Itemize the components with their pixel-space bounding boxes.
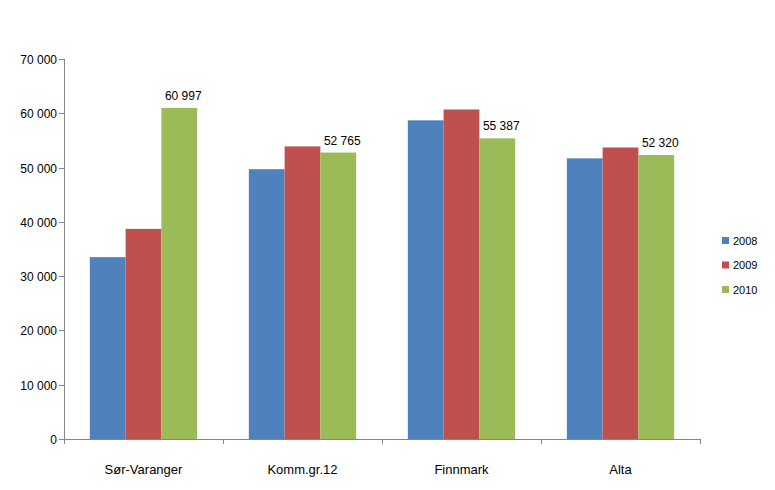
y-tick: [59, 59, 64, 60]
x-tick: [64, 439, 65, 444]
y-tick-label: 40 000: [20, 216, 57, 230]
y-tick-label: 50 000: [20, 162, 57, 176]
legend-swatch: [722, 262, 729, 269]
legend-label: 2008: [733, 235, 757, 247]
x-tick-label: Sør-Varanger: [105, 462, 183, 477]
chart: 0 10 000 20 000 30 000 40 000 50 000 60 000 70 …: [0, 0, 775, 490]
bar: [126, 229, 162, 439]
y-tick: [59, 168, 64, 169]
x-tick-label: Finnmark: [434, 462, 489, 477]
x-tick: [223, 439, 224, 444]
y-tick: [59, 385, 64, 386]
y-tick: [59, 330, 64, 331]
y-tick: [59, 439, 64, 440]
bar: [603, 147, 639, 439]
bar: [444, 109, 480, 439]
y-tick-label: 20 000: [20, 324, 57, 338]
y-tick-label: 70 000: [20, 53, 57, 67]
y-tick-label: 10 000: [20, 379, 57, 393]
x-tick: [382, 439, 383, 444]
legend: 2008 2009 2010: [722, 235, 757, 296]
bar: [479, 138, 515, 439]
data-label: 55 387: [483, 119, 520, 133]
y-tick-label: 30 000: [20, 270, 57, 284]
bar: [161, 108, 197, 439]
legend-swatch: [722, 286, 729, 293]
y-tick-label: 60 000: [20, 107, 57, 121]
data-labels: 60 997 52 765 55 387 52 320: [165, 89, 679, 150]
data-label: 60 997: [165, 89, 202, 103]
bar: [320, 153, 356, 439]
bar: [567, 158, 603, 439]
x-tick-label: Alta: [609, 462, 632, 477]
y-tick: [59, 222, 64, 223]
bar: [90, 257, 126, 439]
y-tick: [59, 276, 64, 277]
legend-label: 2010: [733, 284, 757, 296]
x-tick-label: Komm.gr.12: [267, 462, 337, 477]
legend-label: 2009: [733, 259, 757, 271]
bars: [90, 108, 674, 439]
y-axis-line: [64, 59, 65, 439]
bar: [408, 120, 444, 439]
bar: [249, 169, 285, 439]
data-label: 52 765: [324, 134, 361, 148]
x-tick: [541, 439, 542, 444]
bar: [285, 146, 321, 439]
y-tick: [59, 113, 64, 114]
x-tick: [700, 439, 701, 444]
data-label: 52 320: [642, 136, 679, 150]
bar: [638, 155, 674, 439]
y-tick-label: 0: [50, 433, 57, 447]
legend-swatch: [722, 237, 729, 244]
